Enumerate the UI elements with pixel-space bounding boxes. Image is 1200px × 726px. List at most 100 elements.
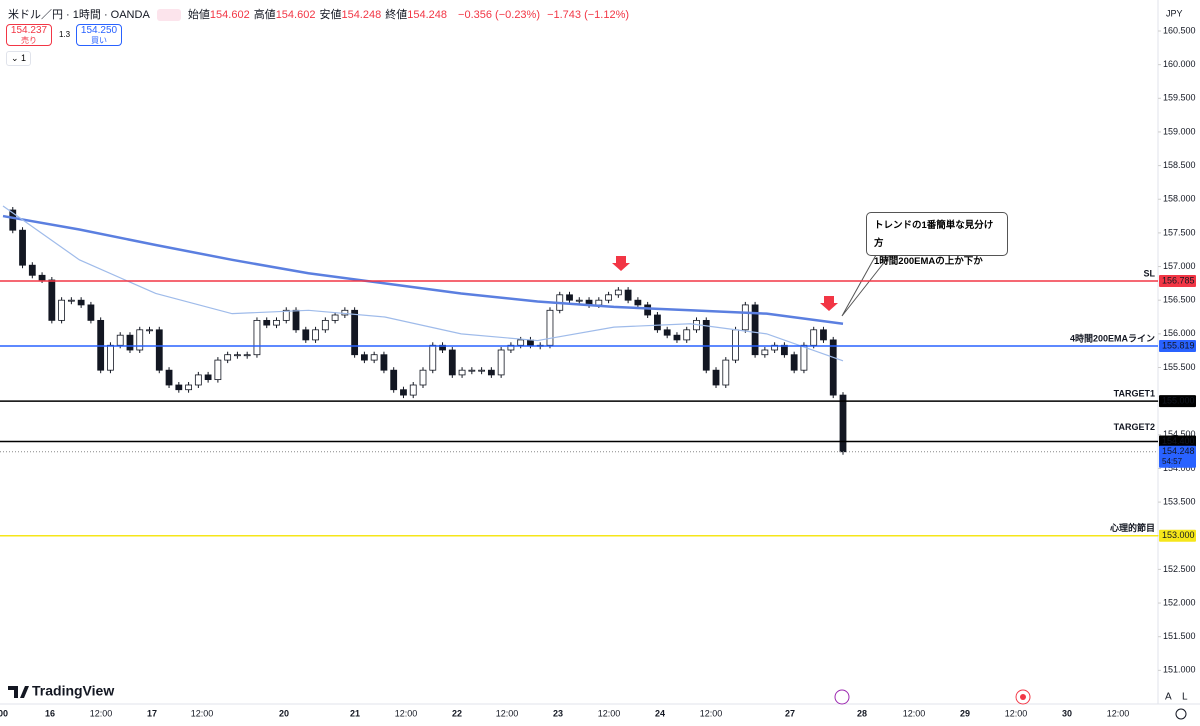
- candle: [712, 369, 720, 386]
- event-icon: [1020, 694, 1026, 700]
- candle: [458, 369, 466, 376]
- event-icon[interactable]: [834, 689, 850, 705]
- buy-price: 154.250: [80, 25, 118, 36]
- y-tick-label: 159.000: [1163, 126, 1196, 136]
- candle: [19, 229, 26, 266]
- badge: [156, 9, 181, 22]
- spread: 1.3: [59, 30, 71, 39]
- x-tick-label: 00: [0, 708, 8, 718]
- candle: [331, 314, 339, 321]
- x-tick-label: 12:00: [1005, 708, 1028, 718]
- y-tick-label: 157.000: [1163, 261, 1196, 271]
- x-tick-label: 12:00: [395, 708, 418, 718]
- candle: [214, 359, 222, 381]
- candle: [800, 344, 808, 371]
- y-tick-label: 154.500: [1163, 429, 1196, 439]
- price-badge: [1159, 435, 1196, 448]
- candle: [185, 384, 192, 391]
- candle: [312, 329, 319, 341]
- scale-button[interactable]: A: [1165, 692, 1172, 703]
- x-tick-label: 12:00: [903, 708, 926, 718]
- candle: [155, 329, 163, 371]
- candle: [820, 329, 827, 341]
- candle: [810, 329, 818, 346]
- candle: [360, 354, 368, 361]
- y-tick-label: 154.000: [1163, 463, 1196, 473]
- candle: [224, 354, 232, 361]
- candle: [146, 329, 153, 332]
- candle: [273, 319, 280, 326]
- x-tick-label: 12:00: [1107, 708, 1130, 718]
- change: −0.356 (−0.23%): [458, 9, 540, 21]
- candle: [419, 369, 427, 386]
- candle: [790, 354, 798, 371]
- y-tick-label: 156.500: [1163, 295, 1196, 305]
- buy-button[interactable]: 154.250 買い: [76, 24, 122, 46]
- ema-line: [2, 205, 844, 362]
- candle: [380, 354, 388, 371]
- ohlc-value: 154.602: [275, 9, 316, 21]
- y-tick-label: 159.500: [1163, 93, 1196, 103]
- candle: [28, 264, 36, 276]
- candle: [204, 374, 212, 381]
- settings-button[interactable]: [1175, 708, 1187, 720]
- annotation: トレンドの1番簡単な見分け方 1時間200EMAの上か下か: [866, 212, 1008, 267]
- candle: [839, 394, 847, 453]
- candle: [48, 279, 56, 321]
- arrow: [820, 296, 838, 311]
- sell-button[interactable]: 154.237 売り: [6, 24, 52, 46]
- candle: [175, 384, 183, 391]
- candle: [448, 349, 456, 376]
- symbol[interactable]: 米ドル／円 · 1時間 · OANDA: [8, 9, 150, 21]
- candle: [429, 344, 437, 371]
- x-tick-label: 29: [960, 708, 970, 718]
- candle: [234, 354, 241, 357]
- candle: [292, 309, 300, 331]
- candle: [673, 334, 681, 341]
- countdown: 54:57: [1162, 457, 1183, 466]
- candle: [341, 309, 349, 316]
- candle: [741, 304, 749, 331]
- x-tick-label: 27: [785, 708, 795, 718]
- price-badge: [1159, 340, 1196, 353]
- candle: [546, 309, 554, 346]
- candle: [116, 334, 124, 346]
- scale-button[interactable]: L: [1182, 692, 1188, 703]
- logo-icon: [8, 686, 29, 698]
- candle: [497, 349, 505, 376]
- x-tick-label: 12:00: [496, 708, 519, 718]
- ohlc-label: 高値: [253, 9, 276, 21]
- x-tick-label: 12:00: [191, 708, 214, 718]
- currency[interactable]: JPY: [1166, 8, 1183, 18]
- arrow: [612, 256, 630, 271]
- candle: [663, 329, 671, 336]
- y-tick-label: 152.000: [1163, 597, 1196, 607]
- x-tick-label: 17: [147, 708, 157, 718]
- candle: [468, 369, 476, 372]
- candle: [282, 309, 290, 321]
- candle: [517, 339, 525, 346]
- level-label: TARGET1: [1114, 389, 1155, 399]
- lot-value: 1: [21, 53, 27, 63]
- ohlc: 始値154.602 高値154.602 安値154.248 終値154.248: [188, 9, 451, 21]
- candle: [9, 209, 17, 231]
- candle: [732, 329, 739, 361]
- x-tick-label: 28: [857, 708, 867, 718]
- candle: [321, 319, 329, 331]
- candle: [38, 274, 46, 281]
- x-tick-label: 12:00: [90, 708, 113, 718]
- logo: TradingView: [32, 683, 114, 699]
- header: 米ドル／円 · 1時間 · OANDA 始値154.602 高値154.602 安値…: [8, 6, 633, 22]
- candle: [136, 329, 144, 351]
- event-icon[interactable]: [1015, 689, 1031, 705]
- price-badge-label: 154.400: [1162, 436, 1195, 446]
- candle: [605, 294, 612, 301]
- ohlc-value: 154.248: [407, 9, 447, 21]
- lot[interactable]: ⌄ 1: [6, 51, 32, 66]
- candle: [409, 384, 417, 396]
- ema-line: [2, 214, 844, 325]
- ohlc-label: 終値: [385, 9, 408, 21]
- ohlc-value: 154.248: [341, 9, 382, 21]
- candle: [351, 309, 359, 356]
